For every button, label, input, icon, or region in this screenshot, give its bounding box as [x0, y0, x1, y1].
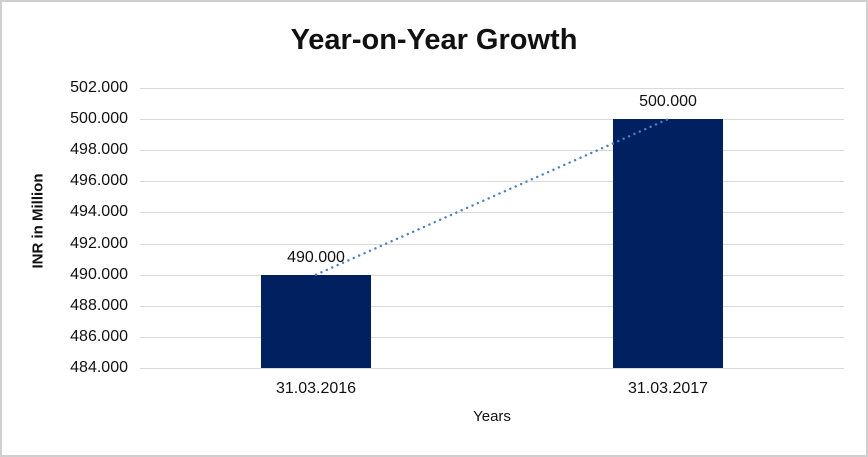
data-label: 490.000 — [287, 249, 345, 266]
gridline — [140, 181, 844, 182]
y-tick-label: 494.000 — [70, 203, 128, 220]
y-tick-label: 486.000 — [70, 328, 128, 345]
y-tick-label: 484.000 — [70, 359, 128, 376]
bar-31.03.2017 — [613, 119, 723, 368]
y-tick-label: 502.000 — [70, 79, 128, 96]
gridline — [140, 275, 844, 276]
gridline — [140, 119, 844, 120]
data-label: 500.000 — [639, 93, 697, 110]
x-axis-title: Years — [473, 408, 511, 425]
bar-31.03.2016 — [261, 275, 371, 368]
y-tick-label: 500.000 — [70, 110, 128, 127]
x-tick-label: 31.03.2017 — [627, 380, 709, 397]
gridline — [140, 150, 844, 151]
gridline — [140, 212, 844, 213]
y-tick-label: 490.000 — [70, 266, 128, 283]
chart-title: Year-on-Year Growth — [290, 24, 578, 56]
y-tick-label: 492.000 — [70, 235, 128, 252]
gridline — [140, 337, 844, 338]
y-tick-label: 496.000 — [70, 172, 128, 189]
y-tick-label: 498.000 — [70, 141, 128, 158]
gridline — [140, 88, 844, 89]
x-tick-label: 31.03.2016 — [275, 380, 357, 397]
gridline — [140, 368, 844, 369]
gridline — [140, 306, 844, 307]
y-tick-label: 488.000 — [70, 297, 128, 314]
gridline — [140, 244, 844, 245]
